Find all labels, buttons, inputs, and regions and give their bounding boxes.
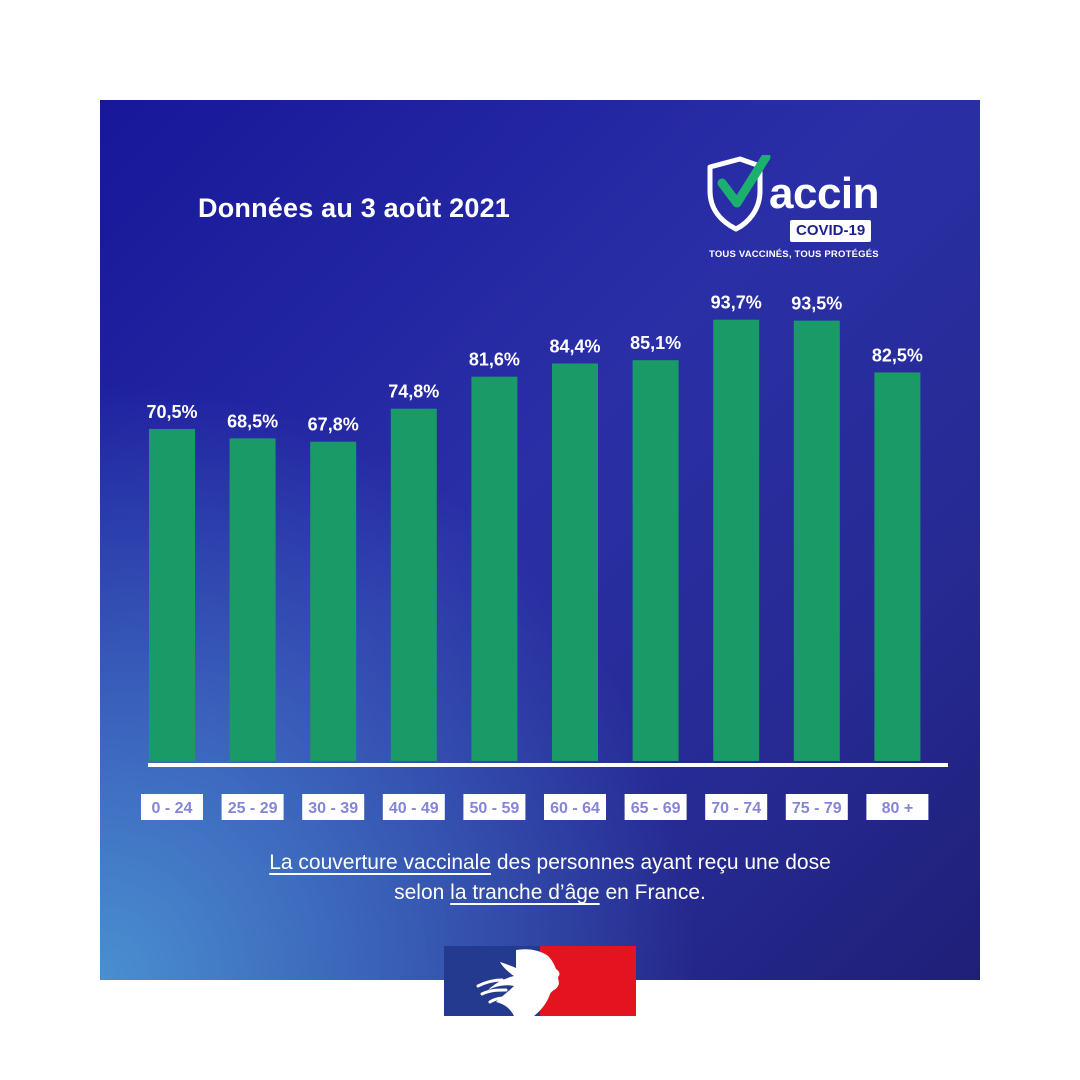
bar-0 — [149, 428, 195, 761]
chart-caption: La couverture vaccinale des personnes ay… — [150, 848, 950, 908]
bar-7 — [713, 319, 760, 761]
category-label-box — [866, 794, 929, 820]
caption-text-1: des personnes ayant reçu une dose — [491, 851, 831, 874]
bar-value-label: 81,6% — [469, 350, 520, 370]
marianne-flag-logo — [444, 946, 636, 1016]
category-label-box — [463, 794, 526, 820]
bar-9 — [874, 372, 921, 761]
category-label: 80 + — [882, 800, 914, 817]
caption-highlight-age: la tranche d’âge — [450, 881, 600, 904]
caption-text-3: en France. — [599, 881, 706, 904]
caption-highlight-coverage: La couverture vaccinale — [269, 851, 492, 874]
bar-8 — [793, 320, 840, 761]
bar-3 — [390, 408, 437, 761]
caption-text-2: selon — [394, 881, 451, 904]
category-label: 0 - 24 — [152, 800, 193, 817]
bar-value-label: 68,5% — [227, 411, 278, 431]
category-label-box — [221, 794, 284, 820]
category-label: 75 - 79 — [792, 800, 842, 817]
bar-value-label: 85,1% — [630, 333, 681, 353]
category-label: 30 - 39 — [308, 800, 358, 817]
bar-value-label: 82,5% — [872, 345, 923, 365]
category-label-box — [785, 794, 848, 820]
category-label-box — [302, 794, 365, 820]
bar-value-label: 93,7% — [711, 293, 762, 313]
shield-check-icon — [707, 155, 771, 232]
bar-4 — [471, 376, 518, 761]
category-label: 70 - 74 — [711, 800, 761, 817]
x-axis-line — [148, 763, 948, 767]
category-label-box — [382, 794, 445, 820]
category-label: 25 - 29 — [228, 800, 278, 817]
bar-value-label: 70,5% — [146, 402, 197, 422]
category-label: 60 - 64 — [550, 800, 600, 817]
category-label-box — [544, 794, 606, 820]
bar-value-label: 74,8% — [388, 382, 439, 402]
bar-value-label: 67,8% — [308, 415, 359, 435]
bar-2 — [310, 441, 357, 761]
category-label-box — [141, 794, 203, 820]
bar-6 — [632, 360, 679, 761]
category-label-box — [705, 794, 768, 820]
page-title: Données au 3 août 2021 — [198, 193, 511, 223]
category-label: 65 - 69 — [631, 800, 681, 817]
logo-tagline: TOUS VACCINÉS, TOUS PROTÉGÉS — [709, 249, 879, 260]
bar-1 — [229, 438, 276, 761]
bar-value-label: 93,5% — [791, 294, 842, 314]
logo-wordmark: accin — [769, 169, 880, 218]
logo-covid-badge: COVID-19 — [790, 220, 872, 242]
bar-5 — [552, 363, 598, 761]
bar-value-label: 84,4% — [549, 336, 600, 356]
category-label: 40 - 49 — [389, 800, 439, 817]
category-label-box — [624, 794, 687, 820]
category-label: 50 - 59 — [469, 800, 519, 817]
